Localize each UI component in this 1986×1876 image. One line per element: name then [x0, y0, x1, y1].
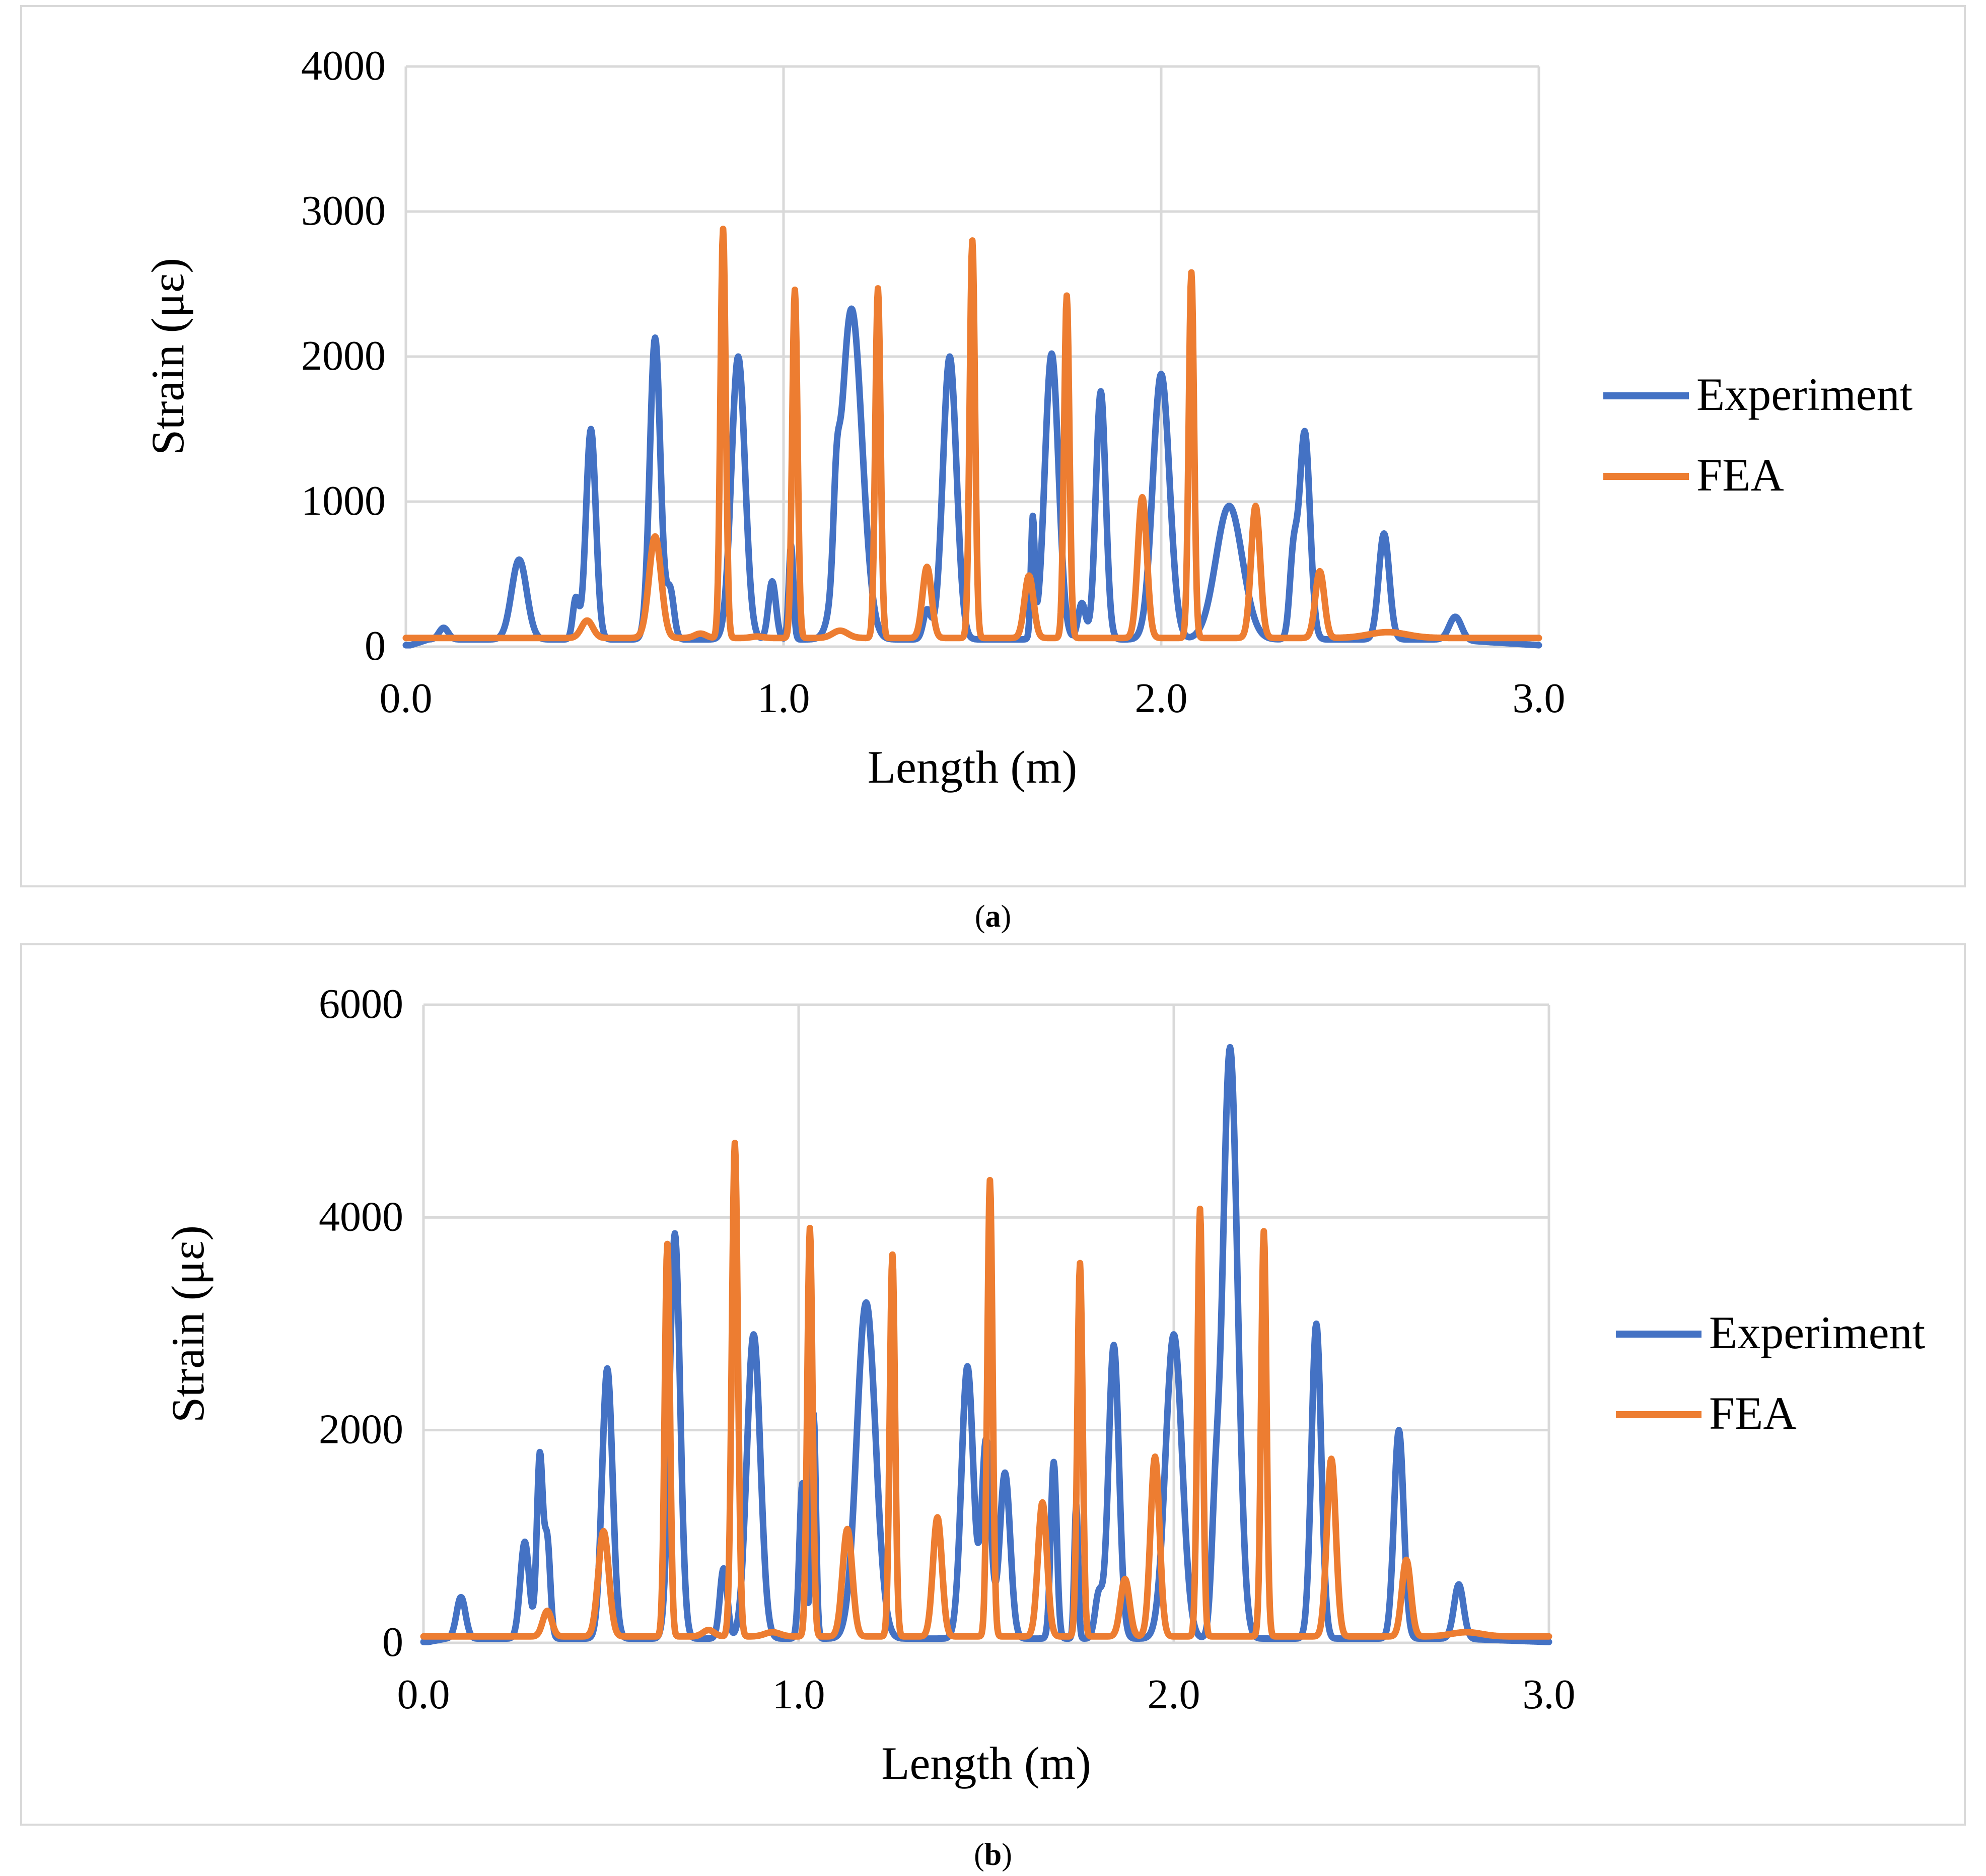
x-tick-label: 1.0	[772, 1671, 825, 1718]
x-tick-label: 3.0	[1523, 1671, 1576, 1718]
series-line-fea	[402, 226, 1542, 642]
x-tick-label: 2.0	[1135, 675, 1188, 722]
y-tick-label: 4000	[301, 42, 386, 89]
y-tick-label: 6000	[319, 981, 403, 1027]
y-axis-title: Strain (με)	[162, 1225, 214, 1423]
y-tick-label: 2000	[319, 1406, 403, 1453]
legend-label-fea: FEA	[1709, 1387, 1797, 1439]
y-tick-label: 0	[365, 622, 386, 669]
x-tick-label: 3.0	[1513, 675, 1566, 722]
x-tick-label: 2.0	[1148, 1671, 1200, 1718]
chart-panel-b: 0 2000 4000 6000 0.0 1.0 2.0 3.0 Length (m) Strai…	[20, 943, 1966, 1826]
x-tick-label: 0.0	[397, 1671, 450, 1718]
caption-b: (b)	[974, 1838, 1012, 1872]
y-tick-label: 4000	[319, 1193, 403, 1240]
x-tick-label: 1.0	[757, 675, 810, 722]
y-tick-label: 1000	[301, 477, 386, 524]
legend-label-experiment: Experiment	[1709, 1307, 1926, 1358]
chart-b: 0 2000 4000 6000 0.0 1.0 2.0 3.0 Length (m) Strai…	[162, 981, 1926, 1789]
chart-panel-a: 0 1000 2000 3000 4000 0.0 1.0 2.0 3.0 Length (m) S…	[20, 5, 1966, 887]
caption-a: (a)	[974, 899, 1012, 934]
y-axis-title: Strain (με)	[142, 258, 193, 455]
chart-a: 0 1000 2000 3000 4000 0.0 1.0 2.0 3.0 Length (m) S…	[142, 42, 1913, 793]
x-tick-label: 0.0	[380, 675, 433, 722]
y-tick-label: 3000	[301, 187, 386, 234]
legend-label-fea: FEA	[1696, 449, 1784, 501]
x-axis-title: Length (m)	[868, 741, 1077, 793]
legend-label-experiment: Experiment	[1696, 369, 1913, 420]
y-tick-label: 0	[382, 1619, 403, 1665]
y-tick-label: 2000	[301, 332, 386, 379]
x-axis-title: Length (m)	[881, 1738, 1091, 1789]
series-line-fea	[420, 1140, 1552, 1640]
